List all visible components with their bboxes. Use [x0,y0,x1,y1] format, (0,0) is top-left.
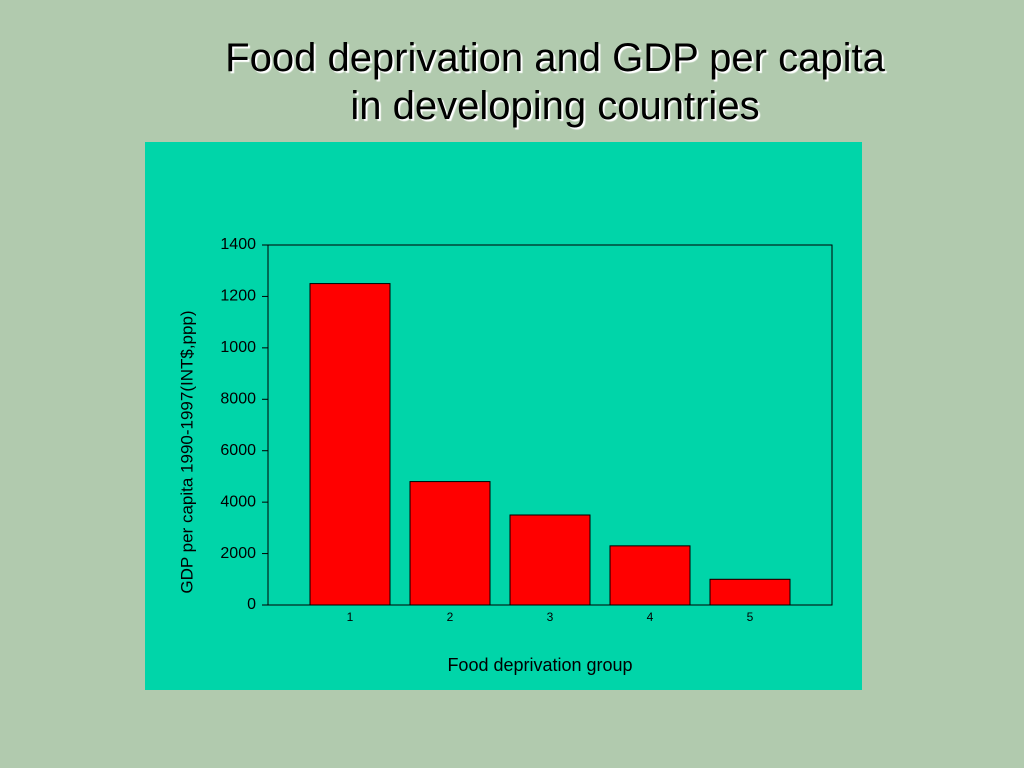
y-tick-label: 6000 [220,442,256,459]
title-line: Food deprivation and GDP per capita [225,36,885,80]
x-axis-label: Food deprivation group [447,655,632,675]
y-tick-label: 4000 [220,493,256,510]
title-line: in developing countries [350,84,760,128]
bar [709,578,791,606]
x-tick-label: 5 [747,610,754,624]
y-tick-label: 0 [247,596,256,613]
x-tick-label: 3 [547,610,554,624]
bar [609,545,691,606]
y-tick-label: 2000 [220,545,256,562]
y-axis-label: GDP per capita 1990-1997(INT$,ppp) [177,310,196,593]
bar [509,514,591,606]
x-tick-label: 2 [447,610,454,624]
x-tick-label: 4 [647,610,654,624]
y-tick-label: 1400 [220,236,256,253]
bar [409,481,491,606]
y-tick-label: 8000 [220,391,256,408]
bar [309,283,391,606]
y-tick-label: 1000 [220,339,256,356]
y-tick-label: 1200 [220,288,256,305]
x-tick-label: 1 [347,610,354,624]
title: Food deprivation and GDP per capita in d… [0,34,1024,130]
